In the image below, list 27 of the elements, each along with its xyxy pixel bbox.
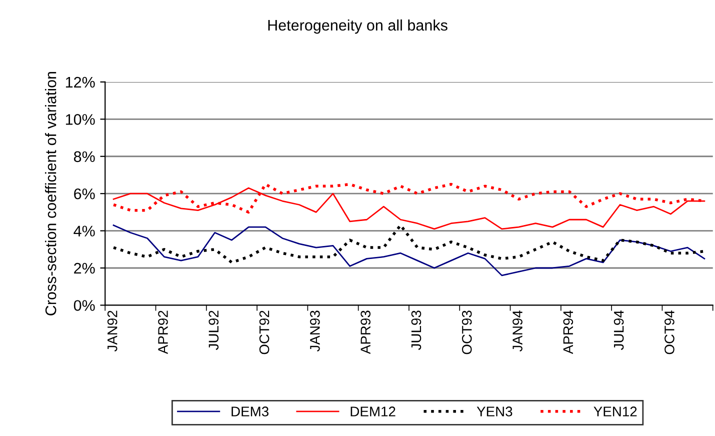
legend-label: DEM12 xyxy=(350,406,396,416)
y-tick-label: 6% xyxy=(74,188,95,200)
y-tick-label: 0% xyxy=(74,300,95,311)
legend-label: YEN3 xyxy=(476,406,512,416)
x-tick-label: JAN93 xyxy=(310,310,320,352)
x-tick-label: OCT92 xyxy=(259,310,270,354)
y-tick-label: 4% xyxy=(74,226,95,236)
x-tick-label: APR92 xyxy=(158,310,168,354)
x-tick-label: OCT94 xyxy=(664,310,674,354)
line-series xyxy=(112,224,706,276)
legend-label: YEN12 xyxy=(594,406,637,416)
y-axis-title: Cross-section coefficient of variation xyxy=(45,72,56,316)
y-tick-label: 10% xyxy=(66,114,95,125)
x-tick-label: JUL92 xyxy=(208,310,219,350)
y-tick-label: 12% xyxy=(66,76,95,88)
x-tick-label: JAN94 xyxy=(512,310,522,352)
y-tick-label: 8% xyxy=(74,151,95,162)
x-tick-label: JUL93 xyxy=(411,310,422,350)
line-series xyxy=(112,224,706,264)
x-tick-label: JAN92 xyxy=(107,310,118,352)
x-tick-label: APR94 xyxy=(563,310,574,354)
x-tick-label: APR93 xyxy=(360,310,371,354)
legend-label: DEM3 xyxy=(232,406,268,416)
y-tick-label: 2% xyxy=(74,262,95,274)
x-tick-label: OCT93 xyxy=(462,310,472,354)
x-tick-label: JUL94 xyxy=(614,310,624,350)
chart-title: Heterogeneity on all banks xyxy=(268,19,448,34)
